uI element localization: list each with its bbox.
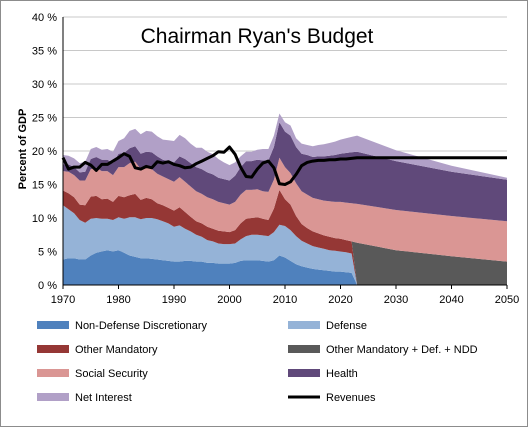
legend-item: Revenues [288, 392, 376, 404]
y-tick-label: 35 % [32, 46, 57, 58]
area-defense [63, 205, 507, 285]
legend-label: Social Security [75, 368, 148, 380]
legend-label: Other Mandatory + Def. + NDD [326, 344, 478, 356]
y-tick-label: 40 % [32, 12, 57, 24]
legend-label: Net Interest [75, 392, 132, 404]
legend-label: Health [326, 368, 358, 380]
legend-swatch [288, 345, 320, 353]
legend-label: Non-Defense Discretionary [75, 320, 208, 332]
y-tick-label: 5 % [38, 247, 57, 259]
legend-item: Health [288, 368, 358, 380]
x-tick-label: 2050 [495, 294, 519, 306]
x-tick-label: 2010 [273, 294, 297, 306]
legend-swatch [37, 345, 69, 353]
area-other-mandatory [63, 189, 507, 285]
legend: Non-Defense Discretionary Defense Other Ma… [37, 320, 478, 404]
x-tick-label: 2030 [384, 294, 408, 306]
stacked-areas [63, 113, 507, 285]
area-other-mandatory-def-ndd [63, 189, 507, 285]
area-health [63, 122, 507, 222]
legend-swatch [288, 369, 320, 377]
area-non-defense-discretionary [63, 250, 507, 285]
area-net-interest [63, 113, 507, 181]
legend-item: Non-Defense Discretionary [37, 320, 208, 332]
legend-item: Other Mandatory + Def. + NDD [288, 344, 478, 356]
x-tick-label: 2040 [439, 294, 463, 306]
y-tick-label: 15 % [32, 180, 57, 192]
y-tick-label: 0 % [38, 280, 57, 292]
legend-swatch [37, 369, 69, 377]
y-tick-label: 30 % [32, 79, 57, 91]
x-tick-label: 2000 [217, 294, 241, 306]
legend-label: Defense [326, 320, 367, 332]
y-tick-label: 25 % [32, 113, 57, 125]
revenues-line [61, 145, 507, 186]
legend-label: Other Mandatory [75, 344, 158, 356]
legend-item: Net Interest [37, 392, 132, 404]
x-tick-label: 1990 [162, 294, 186, 306]
legend-label: Revenues [326, 392, 376, 404]
legend-item: Defense [288, 320, 367, 332]
axes: 0 % 5 % 10 % 15 % 20 % 25 % 30 % 35 % 40 % 1970 19… [32, 12, 519, 306]
legend-swatch [37, 321, 69, 329]
y-axis-label: Percent of GDP [17, 109, 29, 190]
legend-item: Other Mandatory [37, 344, 158, 356]
x-tick-label: 1980 [106, 294, 130, 306]
revenues-line-group [61, 145, 507, 186]
y-tick-label: 20 % [32, 146, 57, 158]
x-tick-label: 2020 [328, 294, 352, 306]
legend-swatch [37, 393, 69, 401]
legend-item: Social Security [37, 368, 148, 380]
legend-swatch [288, 321, 320, 329]
chart-title: Chairman Ryan's Budget [141, 25, 374, 48]
y-tick-label: 10 % [32, 213, 57, 225]
x-tick-label: 1970 [51, 294, 75, 306]
area-social-security [63, 157, 507, 262]
